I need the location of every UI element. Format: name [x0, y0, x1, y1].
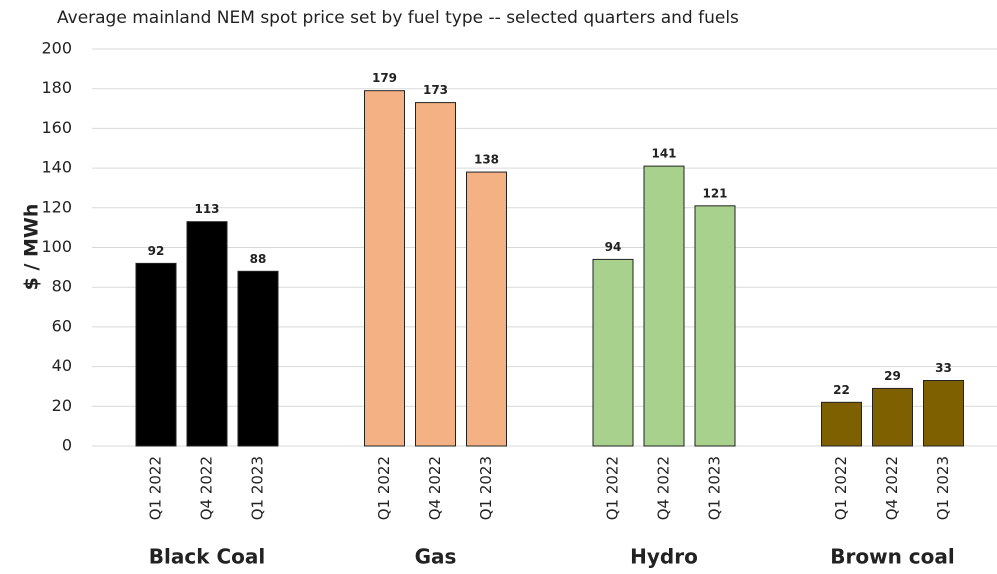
- y-tick-label: 40: [52, 356, 72, 375]
- x-tick-label: Q4 2022: [883, 456, 901, 520]
- bar: [821, 401, 862, 447]
- data-label: 141: [651, 147, 676, 161]
- x-tick-label: Q4 2022: [426, 456, 444, 520]
- data-label: 113: [194, 202, 219, 216]
- x-tick-label: Q4 2022: [655, 456, 673, 520]
- y-tick-label: 160: [41, 118, 72, 137]
- bar: [364, 90, 405, 447]
- bar: [592, 258, 634, 447]
- data-label: 29: [884, 369, 901, 383]
- data-label: 94: [605, 240, 622, 254]
- y-tick-label: 120: [41, 197, 72, 216]
- data-label: 173: [423, 83, 448, 97]
- x-tick-label: Q1 2022: [604, 456, 622, 520]
- bar: [872, 387, 913, 447]
- y-tick-label: 20: [52, 396, 72, 415]
- y-tick-label: 200: [41, 39, 72, 58]
- bar: [923, 379, 964, 447]
- x-tick-label: Q1 2022: [375, 456, 393, 520]
- data-label: 179: [372, 71, 397, 85]
- x-tick-label: Q1 2022: [832, 456, 850, 520]
- x-tick-label: Q1 2023: [477, 456, 495, 520]
- category-label: Brown coal: [830, 545, 954, 569]
- bar: [694, 205, 736, 447]
- data-label: 88: [250, 252, 267, 266]
- category-label: Hydro: [630, 545, 698, 569]
- category-label: Gas: [415, 545, 457, 569]
- x-tick-label: Q1 2023: [249, 456, 267, 520]
- bar: [186, 221, 228, 447]
- x-tick-label: Q1 2023: [706, 456, 724, 520]
- bar: [135, 262, 177, 447]
- y-axis-label: $ / MWh: [21, 204, 43, 291]
- data-label: 92: [148, 244, 165, 258]
- bar: [643, 165, 685, 447]
- y-tick-label: 100: [41, 237, 72, 256]
- data-label: 121: [702, 186, 727, 200]
- y-tick-label: 0: [62, 436, 72, 455]
- data-label: 33: [935, 361, 952, 375]
- y-tick-label: 60: [52, 316, 72, 335]
- data-label: 138: [474, 153, 499, 167]
- x-tick-label: Q4 2022: [198, 456, 216, 520]
- y-tick-label: 80: [52, 277, 72, 296]
- bar: [466, 171, 507, 447]
- y-tick-label: 180: [41, 78, 72, 97]
- chart-title: Average mainland NEM spot price set by f…: [57, 8, 739, 28]
- x-tick-label: Q1 2023: [934, 456, 952, 520]
- bar: [415, 102, 456, 447]
- bar: [237, 270, 279, 447]
- category-label: Black Coal: [149, 545, 265, 569]
- data-label: 22: [833, 383, 850, 397]
- y-tick-label: 140: [41, 158, 72, 177]
- x-tick-label: Q1 2022: [147, 456, 165, 520]
